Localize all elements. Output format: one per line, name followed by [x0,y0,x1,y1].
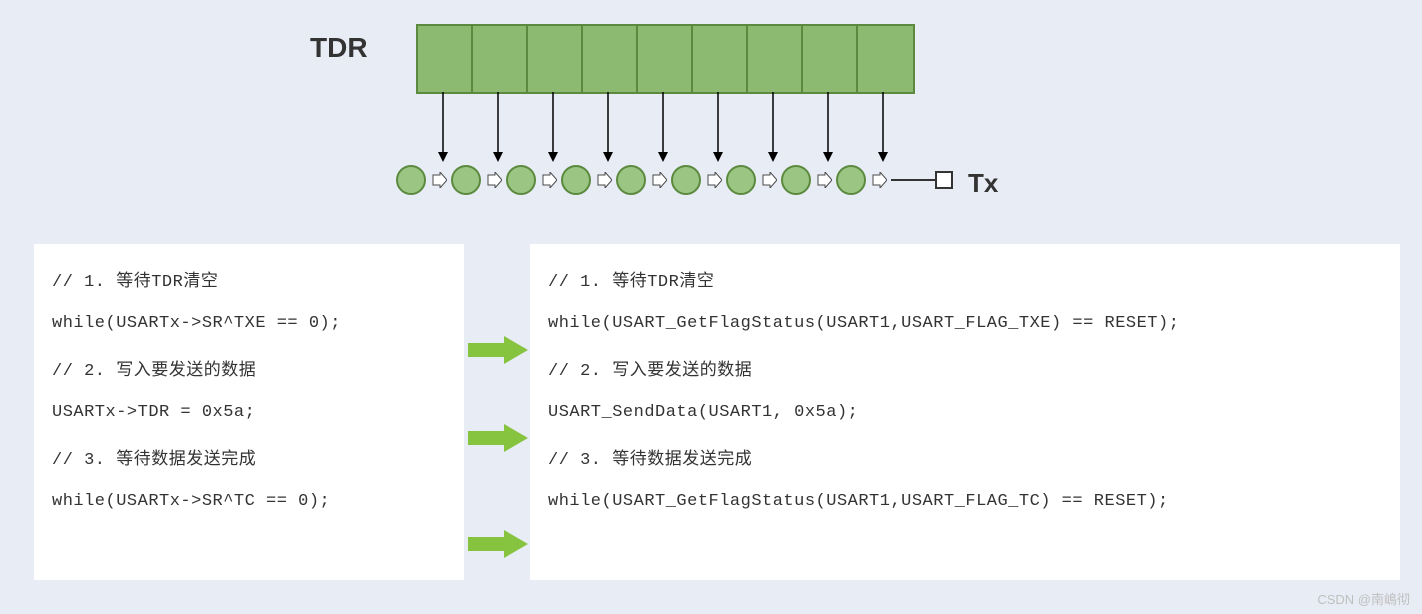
tx-line [891,179,935,181]
code-line: // 1. 等待TDR清空 [548,266,1382,292]
code-line: while(USART_GetFlagStatus(USART1,USART_F… [548,492,1382,511]
code-line: // 3. 等待数据发送完成 [548,444,1382,470]
code-line: // 3. 等待数据发送完成 [52,444,446,470]
register-cell [583,26,638,92]
code-box-left: // 1. 等待TDR清空 while(USARTx->SR^TXE == 0);… [34,244,464,580]
mapping-arrow-icon [468,336,528,369]
down-arrow [823,92,833,167]
down-arrow [658,92,668,167]
shift-bit [396,165,426,195]
code-line: USART_SendData(USART1, 0x5a); [548,403,1382,422]
code-line: while(USARTx->SR^TC == 0); [52,492,446,511]
mapping-arrow-icon [468,530,528,563]
code-line: while(USART_GetFlagStatus(USART1,USART_F… [548,314,1382,333]
code-line: USARTx->TDR = 0x5a; [52,403,446,422]
chain-arrow-icon [536,172,561,188]
shift-bit [836,165,866,195]
code-box-right: // 1. 等待TDR清空 while(USART_GetFlagStatus(U… [530,244,1400,580]
shift-bit [781,165,811,195]
tdr-register [416,24,915,94]
chain-arrow-icon [591,172,616,188]
down-arrow [603,92,613,167]
shift-bit [616,165,646,195]
code-line: // 1. 等待TDR清空 [52,266,446,292]
code-line: // 2. 写入要发送的数据 [52,355,446,381]
register-cell [693,26,748,92]
code-line: while(USARTx->SR^TXE == 0); [52,314,446,333]
chain-arrow-icon [426,172,451,188]
down-arrow [878,92,888,167]
chain-arrow-icon [701,172,726,188]
shift-register-row [396,165,953,195]
register-cell [473,26,528,92]
chain-arrow-icon [481,172,506,188]
chain-arrow-icon [756,172,781,188]
down-arrow [768,92,778,167]
chain-arrow-icon [811,172,836,188]
down-arrow [713,92,723,167]
tdr-label: TDR [310,32,368,64]
down-arrow [493,92,503,167]
register-cell [418,26,473,92]
shift-bit [671,165,701,195]
register-cell [748,26,803,92]
register-cell [638,26,693,92]
shift-bit [726,165,756,195]
chain-arrow-icon [866,172,891,188]
shift-bit [451,165,481,195]
mapping-arrow-icon [468,424,528,457]
chain-arrow-icon [646,172,671,188]
down-arrow [438,92,448,167]
watermark: CSDN @南嶋彻 [1317,589,1410,608]
register-cell [858,26,913,92]
tx-terminal [935,171,953,189]
register-cell [803,26,858,92]
register-cell [528,26,583,92]
shift-bit [561,165,591,195]
tx-label: Tx [968,168,998,199]
code-line: // 2. 写入要发送的数据 [548,355,1382,381]
diagram-canvas: TDR Tx// 1. [0,0,1422,614]
shift-bit [506,165,536,195]
down-arrow [548,92,558,167]
